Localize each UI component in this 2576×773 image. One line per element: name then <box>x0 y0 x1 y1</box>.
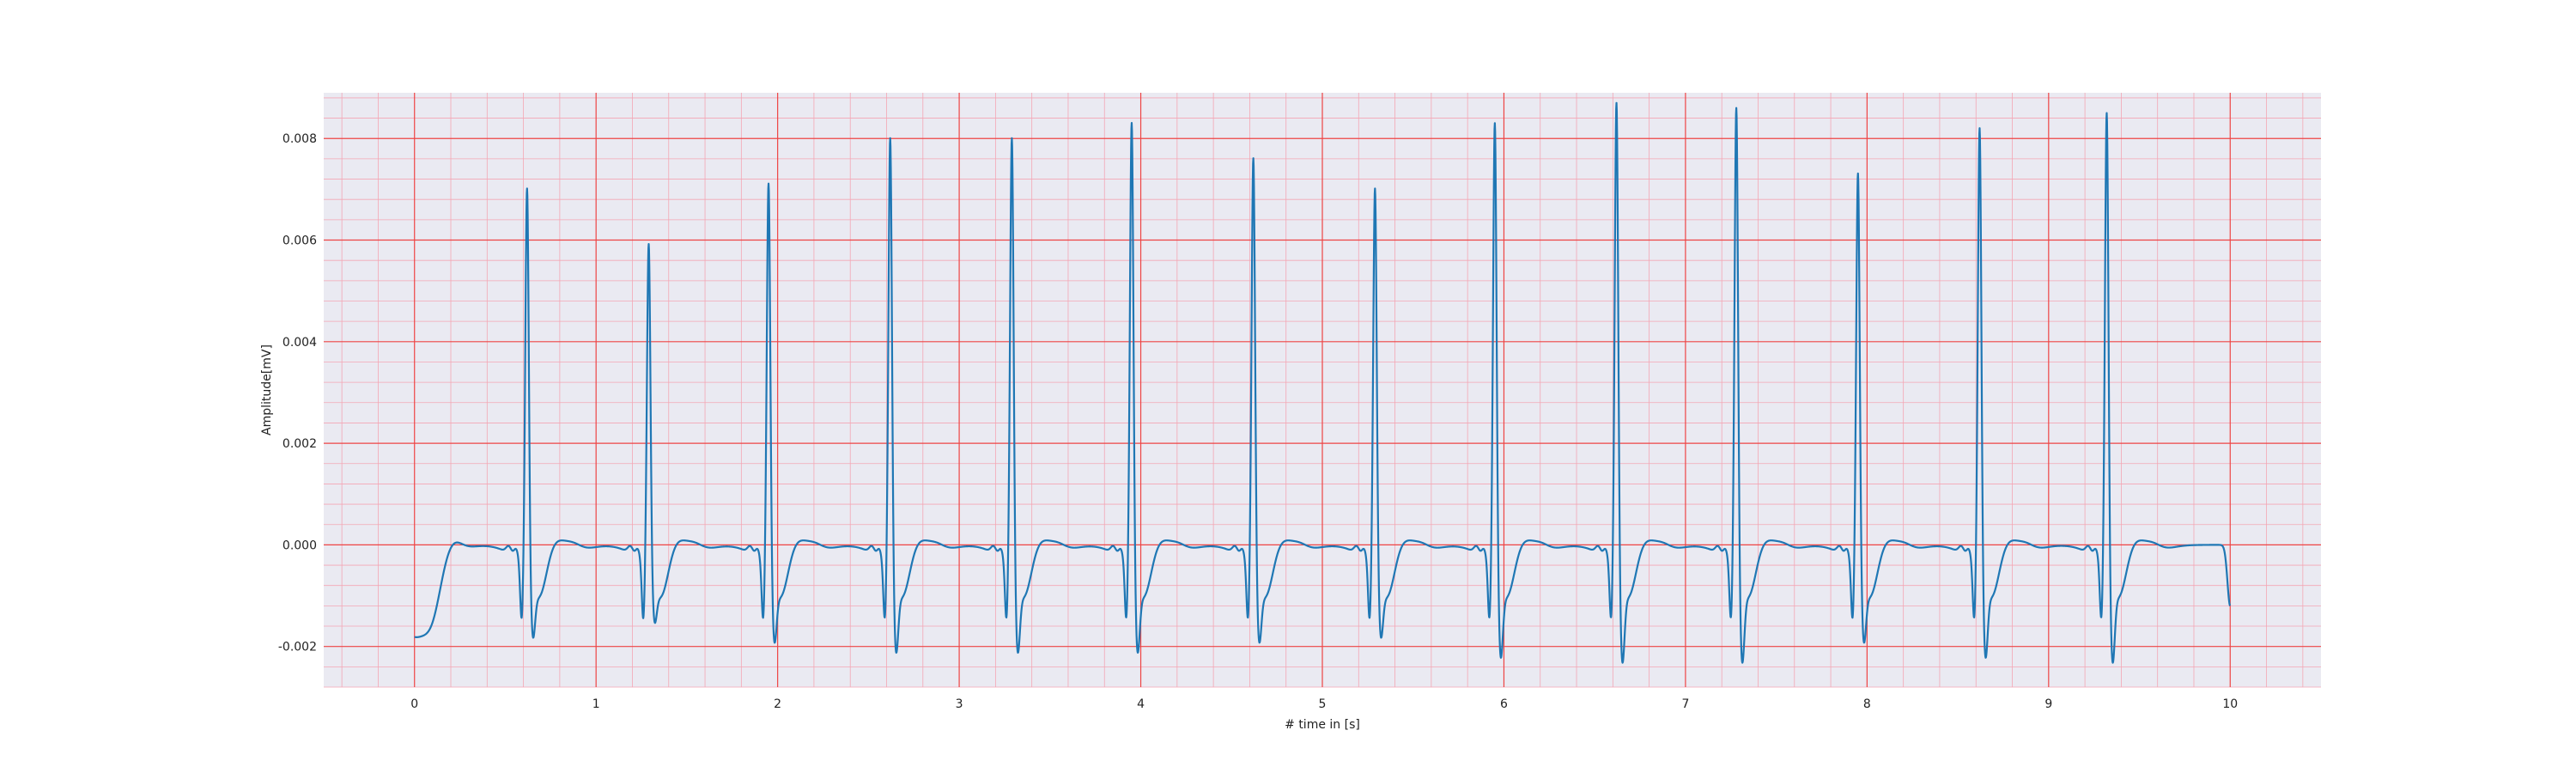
data-point <box>1857 188 1859 190</box>
data-point <box>1252 173 1254 174</box>
x-tick-label: 6 <box>1500 697 1508 711</box>
data-point <box>2105 127 2107 129</box>
x-tick-label: 5 <box>1319 697 1327 711</box>
data-point <box>1131 137 1133 139</box>
x-tick-label: 1 <box>592 697 600 711</box>
y-tick-label: 0.000 <box>283 539 317 552</box>
major-grid <box>324 93 2321 687</box>
ecg-signal-line <box>413 101 2232 664</box>
y-tick-label: -0.002 <box>278 641 317 654</box>
data-point <box>890 153 891 155</box>
y-tick-labels: -0.002 0.000 0.002 0.004 0.006 0.008 <box>278 132 317 654</box>
x-axis-label: # time in [s] <box>1285 718 1360 732</box>
y-tick-label: 0.006 <box>283 234 317 248</box>
data-point <box>1735 122 1737 124</box>
data-point <box>768 198 769 200</box>
data-point <box>526 204 528 205</box>
y-tick-label: 0.004 <box>283 336 317 350</box>
x-tick-label: 4 <box>1137 697 1145 711</box>
x-tick-label: 9 <box>2044 697 2052 711</box>
data-point <box>1374 204 1376 205</box>
y-tick-label: 0.002 <box>283 437 317 451</box>
data-point <box>1494 137 1496 139</box>
x-tick-label: 8 <box>1863 697 1871 711</box>
x-tick-label: 7 <box>1681 697 1689 711</box>
x-tick-label: 2 <box>774 697 781 711</box>
y-axis-label: Amplitude[mV] <box>260 344 274 435</box>
x-tick-label: 0 <box>410 697 418 711</box>
data-point <box>414 655 416 657</box>
data-point <box>1011 153 1012 155</box>
y-tick-label: 0.008 <box>283 132 317 146</box>
data-point <box>1615 117 1617 119</box>
data-point <box>2229 600 2231 601</box>
x-tick-labels: 0 1 2 3 4 5 6 7 8 9 10 <box>410 697 2238 711</box>
data-point <box>1978 143 1980 144</box>
data-point <box>647 259 649 261</box>
x-tick-label: 3 <box>956 697 963 711</box>
x-tick-label: 10 <box>2222 697 2238 711</box>
